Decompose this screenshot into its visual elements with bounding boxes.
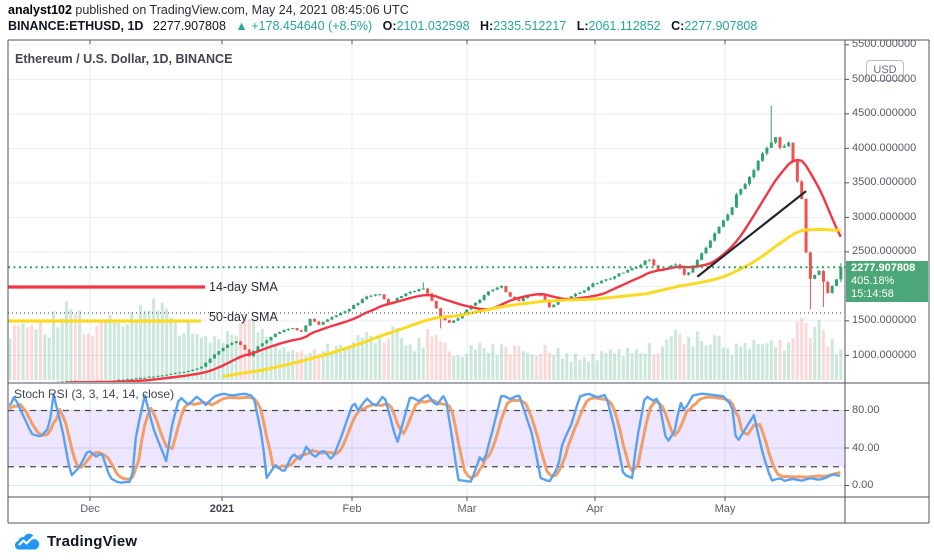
byline-text: published on TradingView.com, May 24, 20… [71, 3, 409, 17]
high-value: 2335.512217 [493, 19, 567, 33]
tradingview-logo-icon [14, 533, 40, 550]
price-axis-label: 5500.000000 [852, 38, 917, 51]
quote-line: BINANCE:ETHUSD, 1D 2277.907808 ▲ +178.45… [8, 19, 757, 33]
chart-title: Ethereum / U.S. Dollar, 1D, BINANCE [15, 52, 233, 66]
price-axis-label: 1000.000000 [852, 348, 917, 361]
sma50-line [222, 227, 841, 378]
sma14-label: 14-day SMA [209, 280, 278, 294]
price-axis-label: 1500.000000 [852, 314, 917, 327]
time-axis-label: May [714, 503, 736, 515]
price-axis-label: 4500.000000 [852, 107, 917, 120]
price-axis-label: 2500.000000 [852, 245, 917, 258]
price-axis-label: 4000.000000 [852, 141, 917, 154]
tag-price: 2277.907808 [851, 262, 916, 274]
low-value: 2061.112852 [588, 19, 661, 33]
last-price-tag: 2277.907808 405.18% 15:14:58 [846, 261, 928, 302]
time-axis-label: Feb [342, 503, 362, 515]
stoch-axis-label: 80.00 [852, 404, 880, 416]
price-change: ▲ +178.454640 (+8.5%) [235, 19, 373, 33]
price-axis-label: 3500.000000 [852, 176, 917, 189]
low-label: L: [576, 19, 589, 33]
candlestick-series [13, 105, 843, 382]
close-value: 2277.907808 [684, 19, 758, 33]
stoch-axis-label: 40.00 [852, 441, 880, 454]
high-label: H: [480, 19, 494, 33]
tag-countdown: 15:14:58 [851, 288, 894, 300]
stoch-rsi-label: Stoch RSI (3, 3, 14, 14, close) [14, 387, 175, 401]
trendline-annotation[interactable] [696, 190, 807, 278]
footer-branding[interactable]: TradingView [13, 528, 137, 554]
sma50-label: 50-day SMA [209, 310, 278, 324]
time-axis-label: Apr [586, 503, 604, 515]
time-axis-label: Mar [457, 503, 477, 515]
stoch-k-line [9, 392, 841, 484]
volume-series [9, 298, 843, 380]
price-axis-label: 3000.000000 [852, 210, 917, 223]
currency-badge[interactable]: USD [866, 60, 904, 81]
last-price: 2277.907808 [152, 19, 226, 33]
byline: analyst102 published on TradingView.com,… [8, 3, 409, 17]
close-label: C: [671, 19, 685, 33]
pane-borders [7, 39, 930, 524]
time-axis-label: 2021 [209, 503, 235, 515]
stoch-axis-label: 0.00 [852, 479, 874, 491]
open-label: O: [382, 19, 397, 33]
symbol-label[interactable]: BINANCE:ETHUSD, 1D [8, 19, 144, 33]
author-name: analyst102 [8, 3, 72, 17]
tag-change-pct: 405.18% [851, 275, 895, 287]
time-axis-label: Dec [80, 503, 100, 515]
stoch-d-line [9, 395, 841, 481]
sma14-line [66, 158, 842, 382]
open-value: 2101.032598 [396, 19, 470, 33]
price-axis-label: 5000.000000 [852, 72, 917, 85]
brand-name: TradingView [47, 532, 138, 550]
